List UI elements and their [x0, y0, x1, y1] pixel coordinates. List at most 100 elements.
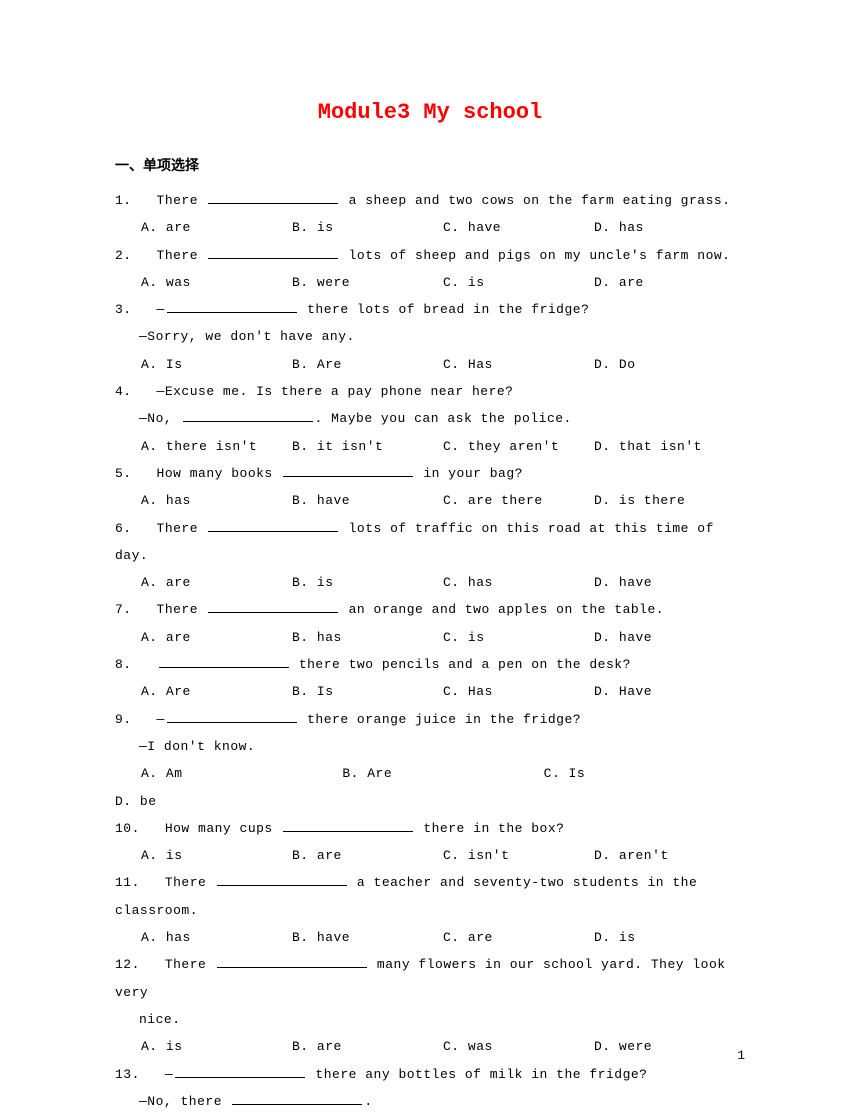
- option-b: B. Are: [292, 351, 443, 378]
- sub-line: nice.: [115, 1006, 745, 1033]
- blank: [217, 954, 367, 968]
- stem-after: there lots of bread in the fridge?: [299, 302, 590, 317]
- blank: [175, 1064, 305, 1078]
- option-a: A. is: [141, 1033, 292, 1060]
- option-c: C. Has: [443, 678, 594, 705]
- blank: [208, 190, 338, 204]
- stem-before: There: [157, 248, 207, 263]
- question-number: 7.: [115, 596, 132, 623]
- option-c: C. is: [443, 624, 594, 651]
- option-d: D. be: [115, 794, 157, 809]
- question-12: 12. There many flowers in our school yar…: [115, 951, 745, 1060]
- sub-after: .: [364, 1094, 372, 1109]
- stem-after: an orange and two apples on the table.: [340, 602, 664, 617]
- blank: [232, 1091, 362, 1105]
- question-number: 4.: [115, 378, 132, 405]
- option-a: A. there isn't: [141, 433, 292, 460]
- stem-after: lots of sheep and pigs on my uncle's far…: [340, 248, 730, 263]
- sub-before: —No,: [139, 411, 181, 426]
- option-b: B. is: [292, 569, 443, 596]
- question-10: 10. How many cups there in the box? A. i…: [115, 815, 745, 870]
- stem-after: there any bottles of milk in the fridge?: [307, 1067, 647, 1082]
- sub-line: —I don't know.: [115, 733, 745, 760]
- sub-line: —Sorry, we don't have any.: [115, 323, 745, 350]
- option-d: D. is: [594, 924, 745, 951]
- question-11: 11. There a teacher and seventy-two stud…: [115, 869, 745, 951]
- question-7: 7. There an orange and two apples on the…: [115, 596, 745, 651]
- stem-before: —: [165, 1067, 173, 1082]
- question-1: 1. There a sheep and two cows on the far…: [115, 187, 745, 242]
- blank: [183, 408, 313, 422]
- section-heading: 一、单项选择: [115, 155, 745, 175]
- stem-before: How many cups: [165, 821, 281, 836]
- blank: [283, 463, 413, 477]
- option-c: C. are: [443, 924, 594, 951]
- question-number: 3.: [115, 296, 132, 323]
- option-a: A. was: [141, 269, 292, 296]
- option-b: B. are: [292, 842, 443, 869]
- page-number: 1: [737, 1048, 745, 1063]
- blank: [167, 299, 297, 313]
- option-a: A. is: [141, 842, 292, 869]
- stem-before: There: [157, 602, 207, 617]
- option-a: A. are: [141, 569, 292, 596]
- option-b: B. have: [292, 924, 443, 951]
- option-b: B. have: [292, 487, 443, 514]
- option-d: D. has: [594, 214, 745, 241]
- question-number: 9.: [115, 706, 132, 733]
- option-d: D. Have: [594, 678, 745, 705]
- question-6: 6. There lots of traffic on this road at…: [115, 515, 745, 597]
- question-number: 10.: [115, 815, 140, 842]
- option-b: B. has: [292, 624, 443, 651]
- question-5: 5. How many books in your bag? A. has B.…: [115, 460, 745, 515]
- option-b: B. is: [292, 214, 443, 241]
- option-b: B. are: [292, 1033, 443, 1060]
- blank: [159, 654, 289, 668]
- blank: [167, 709, 297, 723]
- stem-after: in your bag?: [415, 466, 523, 481]
- page-title: Module3 My school: [115, 100, 745, 125]
- option-a: A. Am: [141, 760, 342, 787]
- blank: [283, 818, 413, 832]
- stem-after: there orange juice in the fridge?: [299, 712, 581, 727]
- option-a: A. Is: [141, 351, 292, 378]
- question-13: 13. — there any bottles of milk in the f…: [115, 1061, 745, 1115]
- option-a: A. Are: [141, 678, 292, 705]
- question-number: 5.: [115, 460, 132, 487]
- option-a: A. are: [141, 214, 292, 241]
- stem-before: How many books: [157, 466, 282, 481]
- option-d: D. that isn't: [594, 433, 745, 460]
- sub-before: —No, there: [139, 1094, 230, 1109]
- question-9: 9. — there orange juice in the fridge? —…: [115, 706, 745, 788]
- option-a: A. has: [141, 924, 292, 951]
- question-2: 2. There lots of sheep and pigs on my un…: [115, 242, 745, 297]
- stem-before: There: [165, 875, 215, 890]
- blank: [208, 599, 338, 613]
- option-d: D. have: [594, 569, 745, 596]
- stem-before: There: [165, 957, 215, 972]
- option-b: B. Is: [292, 678, 443, 705]
- question-number: 8.: [115, 651, 132, 678]
- option-c: C. was: [443, 1033, 594, 1060]
- option-c: C. are there: [443, 487, 594, 514]
- question-number: 13.: [115, 1061, 140, 1088]
- stem-after: a sheep and two cows on the farm eating …: [340, 193, 730, 208]
- stem-after: there in the box?: [415, 821, 564, 836]
- option-c: C. have: [443, 214, 594, 241]
- question-9-d: D. be: [115, 788, 745, 815]
- blank: [217, 872, 347, 886]
- option-d: D. Do: [594, 351, 745, 378]
- question-number: 1.: [115, 187, 132, 214]
- question-number: 11.: [115, 869, 140, 896]
- question-number: 2.: [115, 242, 132, 269]
- option-c: C. they aren't: [443, 433, 594, 460]
- option-a: A. are: [141, 624, 292, 651]
- option-b: B. were: [292, 269, 443, 296]
- option-d: D. are: [594, 269, 745, 296]
- question-8: 8. there two pencils and a pen on the de…: [115, 651, 745, 706]
- option-c: C. is: [443, 269, 594, 296]
- blank: [208, 245, 338, 259]
- option-d: D. aren't: [594, 842, 745, 869]
- stem-after: there two pencils and a pen on the desk?: [291, 657, 631, 672]
- option-d: D. is there: [594, 487, 745, 514]
